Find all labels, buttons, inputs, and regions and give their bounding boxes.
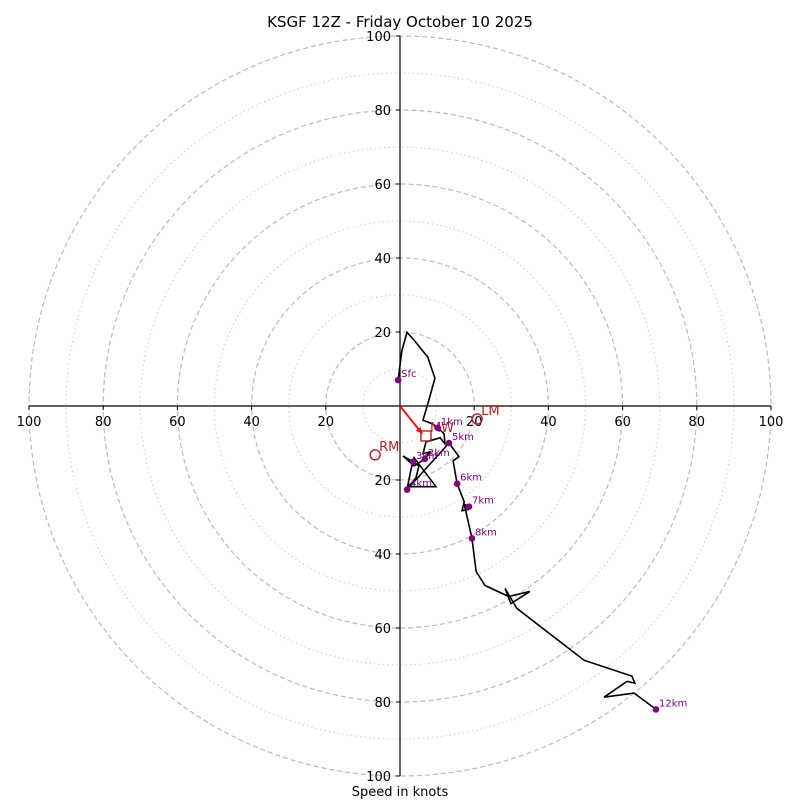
height-marker-4km xyxy=(403,486,411,493)
height-label-8km: 8km xyxy=(475,527,497,538)
height-label-Sfc: Sfc xyxy=(401,369,416,380)
x-tick-label: 80 xyxy=(689,415,706,430)
y-tick-label: 80 xyxy=(374,104,391,119)
height-marker-2km xyxy=(421,455,429,463)
y-tick-label: 100 xyxy=(366,770,391,785)
height-marker-7km xyxy=(465,503,473,510)
hodograph-line-hodograph xyxy=(397,330,657,711)
x-tick-label: 40 xyxy=(243,415,260,430)
height-label-1km: 1km xyxy=(441,417,463,428)
rm-marker xyxy=(369,449,381,461)
height-marker-5km xyxy=(445,439,453,447)
tick-labels: 100 80 60 40 20 20 40 60 80 100100806040202040608… xyxy=(17,30,784,785)
height-label-6km: 6km xyxy=(460,473,482,484)
height-label-2km: 2km xyxy=(428,448,450,459)
height-marker-12km xyxy=(652,706,660,713)
x-tick-label: 80 xyxy=(95,415,112,430)
x-axis-label: Speed in knots xyxy=(352,785,449,800)
y-tick-label: 100 xyxy=(366,30,391,45)
height-label-5km: 5km xyxy=(452,432,474,443)
height-marker-8km xyxy=(468,535,476,542)
x-tick-label: 100 xyxy=(17,415,42,430)
storm-motion-markers: LM RM MW xyxy=(369,404,500,461)
y-tick-label: 40 xyxy=(374,548,391,563)
mean-wind-marker xyxy=(420,430,432,442)
y-tick-label: 80 xyxy=(374,696,391,711)
height-marker-3km xyxy=(409,458,417,466)
y-tick-label: 60 xyxy=(374,622,391,637)
height-marker-Sfc xyxy=(394,376,402,384)
x-tick-label: 40 xyxy=(540,415,557,430)
x-tick-label: 20 xyxy=(318,415,335,430)
height-marker-6km xyxy=(453,480,461,488)
chart-title: KSGF 12Z - Friday October 10 2025 xyxy=(267,13,533,31)
hodograph-trace xyxy=(397,330,657,711)
height-label-4km: 4km xyxy=(410,479,432,490)
height-label-7km: 7km xyxy=(472,496,494,507)
rm-label: RM xyxy=(379,440,399,455)
lm-marker xyxy=(471,413,483,425)
x-tick-label: 60 xyxy=(169,415,186,430)
height-label-12km: 12km xyxy=(659,698,687,709)
x-tick-label: 60 xyxy=(614,415,631,430)
height-label-3km: 3km xyxy=(416,451,438,462)
x-tick-label: 100 xyxy=(759,415,784,430)
y-tick-label: 60 xyxy=(374,178,391,193)
y-tick-label: 40 xyxy=(374,252,391,267)
y-tick-label: 20 xyxy=(374,474,391,489)
y-tick-label: 20 xyxy=(374,326,391,341)
lm-label: LM xyxy=(481,404,499,419)
mw-label: MW xyxy=(430,421,454,436)
height-marker-1km xyxy=(434,424,442,432)
